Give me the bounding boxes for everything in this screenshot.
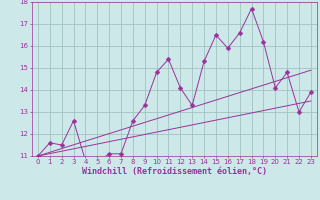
X-axis label: Windchill (Refroidissement éolien,°C): Windchill (Refroidissement éolien,°C) — [82, 167, 267, 176]
